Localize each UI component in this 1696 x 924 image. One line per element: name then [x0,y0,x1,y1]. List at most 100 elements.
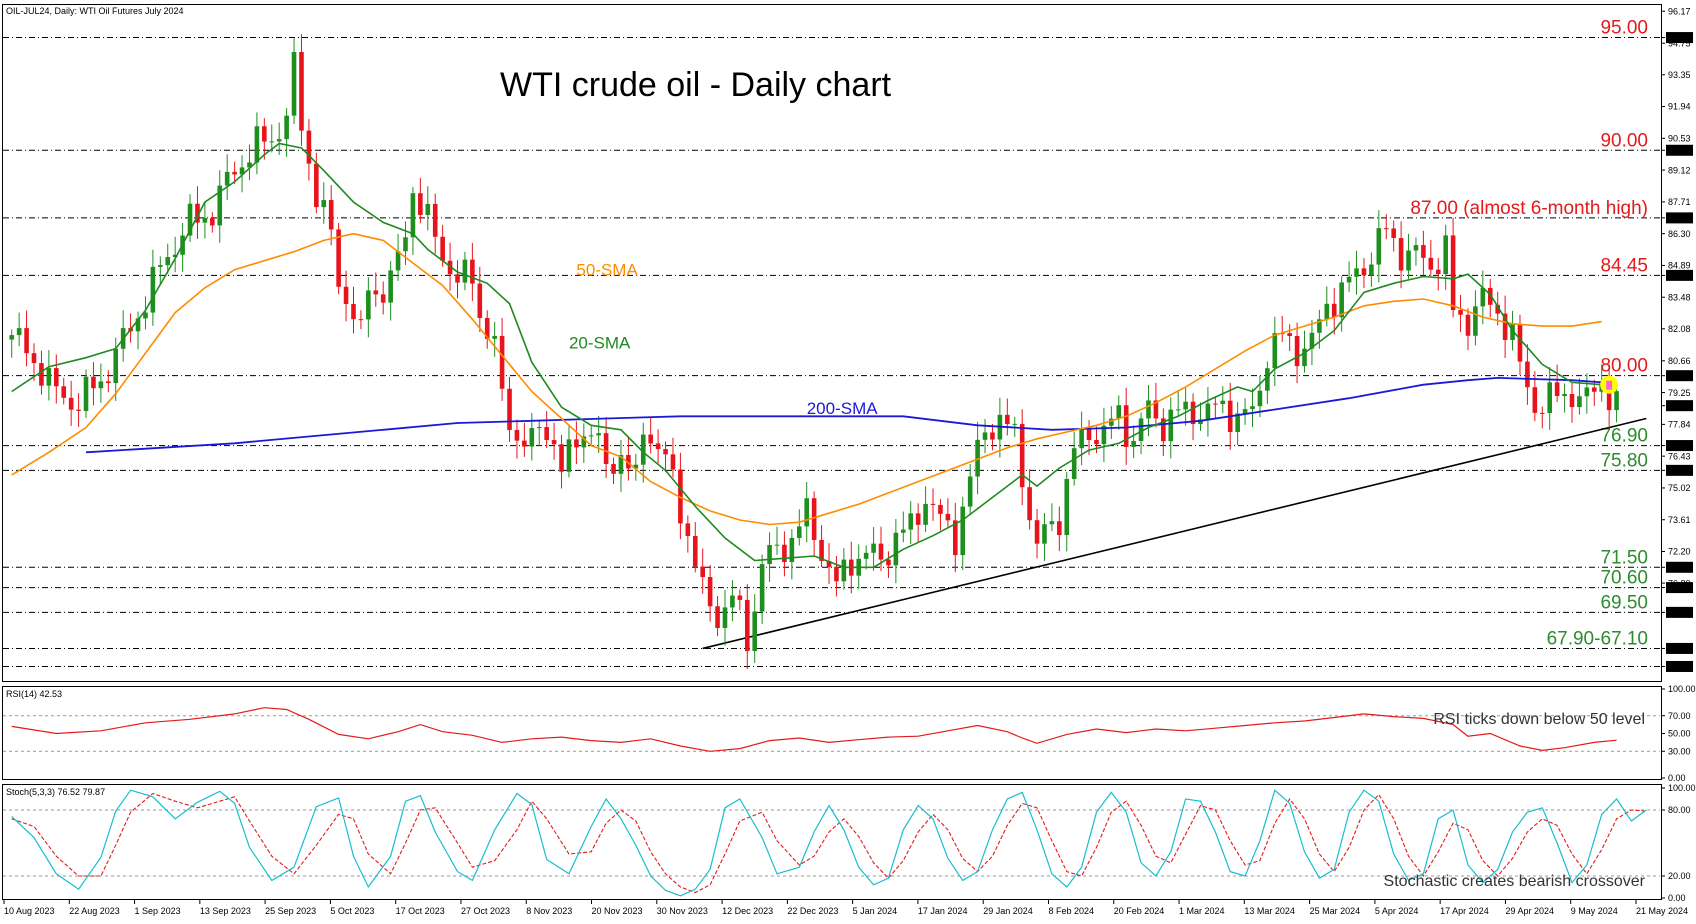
candle [752,594,758,663]
candle-body [1487,287,1493,305]
candle-body [945,513,951,521]
candle-body [663,449,668,455]
candle [187,194,193,242]
candle [91,362,96,406]
candle [1354,250,1359,295]
candle [596,415,601,453]
candle-body [291,51,297,116]
candle [782,531,787,577]
candle [1309,319,1315,365]
y-tick-label: 80.00 [1668,371,1691,381]
candle [618,439,624,492]
candle [410,187,416,255]
candle [46,350,52,401]
candle [76,393,81,428]
candle-body [1272,333,1278,369]
candle-body [536,427,542,429]
candle [1346,261,1352,292]
y-tick-label: 86.30 [1668,229,1691,239]
candle-body [269,141,275,143]
candle-body [336,229,341,287]
candle [395,233,401,281]
candle-body [551,440,557,445]
candle [692,522,698,573]
candle [700,548,705,594]
candle [1369,252,1374,287]
candle-body [462,259,468,283]
candle [982,418,988,454]
candle-body [1309,332,1315,349]
sma20-line [11,142,1602,569]
candle-body [603,433,609,465]
candle-body [1190,401,1196,425]
candle [195,186,200,239]
candle [165,243,171,274]
candle-body [826,560,832,567]
candle-body [1302,348,1307,367]
candle [440,224,445,267]
x-tick-label: 8 Feb 2024 [1048,906,1094,916]
candle-body [1257,390,1263,407]
x-tick-label: 22 Dec 2023 [787,906,838,916]
candle [566,426,572,478]
candle-body [1577,396,1582,408]
y-tick-box [1666,269,1693,281]
candle-body [893,532,899,566]
candle-body [31,353,37,364]
x-tick-label: 29 Apr 2024 [1505,906,1554,916]
candle-body [574,439,579,448]
candle-body [1109,418,1114,426]
candle [953,502,958,573]
candle-body [648,434,653,444]
candle-body [863,552,869,559]
rsi-tick-label: 70.00 [1668,711,1691,721]
candle [366,277,371,338]
rsi-line [11,707,1617,752]
x-tick-label: 5 Oct 2023 [330,906,374,916]
candle-body [1242,409,1248,414]
candle-body [522,440,527,447]
candle-body [744,599,750,652]
candle [1235,402,1240,445]
candle-body [566,439,572,472]
y-tick-label: 91.94 [1668,102,1691,112]
candle [224,154,230,201]
candle-body [39,363,44,386]
candle-body [135,318,141,332]
trendline-group [702,417,1647,650]
candle-body [871,543,876,553]
candle-body [737,595,743,600]
candle [1190,393,1196,441]
y-tick-label: 77.84 [1668,420,1691,430]
y-tick-box [1666,400,1693,412]
candle [254,112,260,175]
candle-body [61,386,67,398]
candle [1480,270,1486,325]
candle [1376,210,1382,283]
candle-body [83,376,89,411]
x-tick-label: 17 Oct 2023 [396,906,445,916]
candle [380,281,386,315]
candle-body [1064,478,1070,536]
candle-body [432,203,438,237]
candle-body [878,543,884,560]
y-tick-label: 73.61 [1668,515,1691,525]
candle [358,310,364,330]
x-tick-label: 20 Nov 2023 [592,906,643,916]
candle [1391,220,1396,252]
candle [1272,316,1278,386]
candle-body [544,427,549,441]
candle [559,435,564,489]
candle [834,555,839,597]
y-tick-label: 76.43 [1668,451,1691,461]
candle [841,548,847,590]
candle [774,526,780,555]
y-tick-label: 89.12 [1668,165,1691,175]
candle-body [499,335,505,389]
y-tick-label: 96.17 [1668,6,1691,16]
candle-body [1235,413,1240,432]
candle [1421,230,1426,275]
candle-body [1502,313,1508,340]
candle-body [53,368,59,387]
x-tick-label: 30 Nov 2023 [657,906,708,916]
